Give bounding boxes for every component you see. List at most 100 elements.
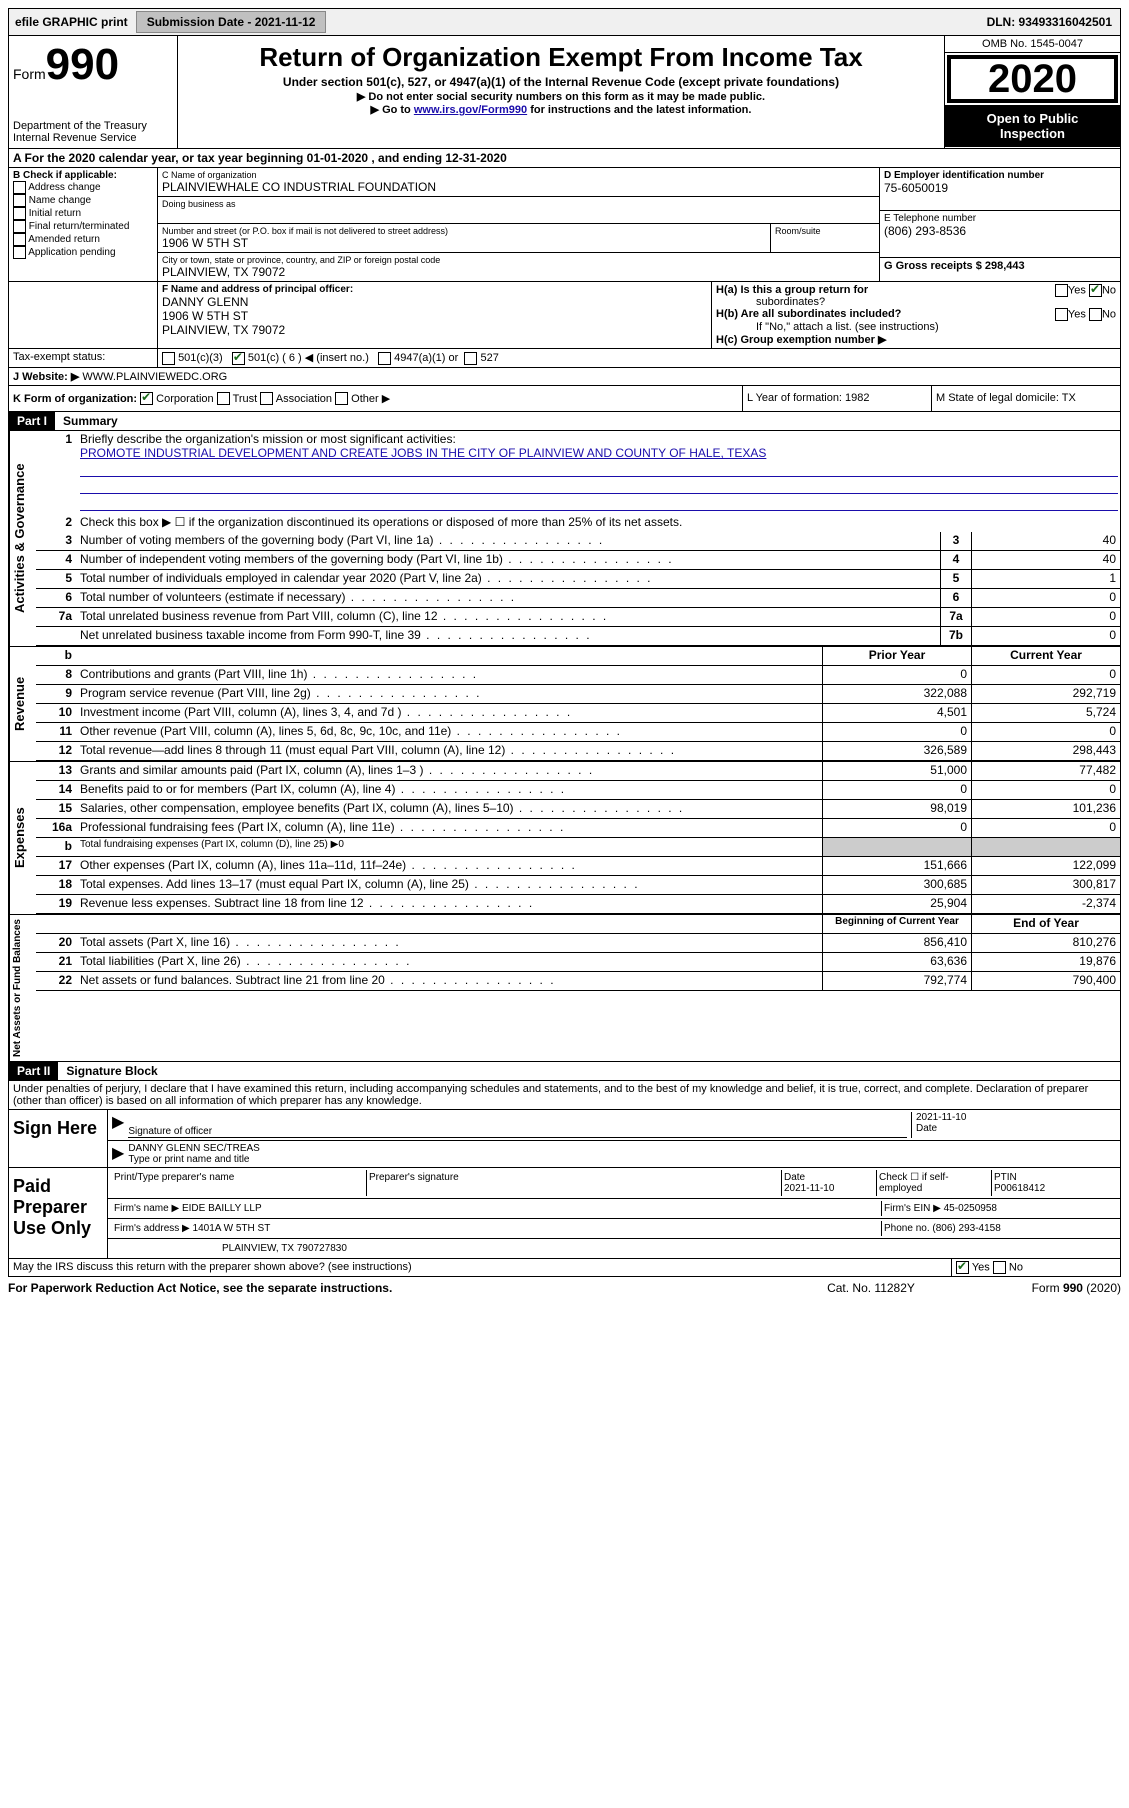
line2: Check this box ▶ ☐ if the organization d… — [78, 514, 1120, 532]
part2-title: Signature Block — [66, 1064, 157, 1078]
501c3-checkbox[interactable] — [162, 352, 175, 365]
sign-here-label: Sign Here — [9, 1110, 108, 1167]
addr: 1906 W 5TH ST — [162, 236, 766, 250]
firm-ein-label: Firm's EIN ▶ — [884, 1203, 941, 1214]
form-title: Return of Organization Exempt From Incom… — [182, 42, 940, 73]
discuss-yes-checkbox[interactable] — [956, 1261, 969, 1274]
hb-yes-checkbox[interactable] — [1055, 308, 1068, 321]
corporation-checkbox[interactable] — [140, 392, 153, 405]
final-return-checkbox[interactable] — [13, 220, 26, 233]
part1-expenses: Expenses 13Grants and similar amounts pa… — [8, 762, 1121, 915]
form-number: Form990 — [13, 40, 173, 90]
ha-no-checkbox[interactable] — [1089, 284, 1102, 297]
part2-header: Part II — [9, 1062, 58, 1080]
colhead-current: Current Year — [971, 647, 1120, 665]
instructions-link[interactable]: www.irs.gov/Form990 — [414, 104, 527, 116]
table-row: 14Benefits paid to or for members (Part … — [36, 781, 1120, 800]
klm-row: K Form of organization: Corporation Trus… — [8, 386, 1121, 413]
table-row: 9Program service revenue (Part VIII, lin… — [36, 685, 1120, 704]
part1-revenue: Revenue b Prior Year Current Year 8Contr… — [8, 647, 1121, 762]
form-subtitle: Under section 501(c), 527, or 4947(a)(1)… — [182, 75, 940, 89]
amended-return-checkbox[interactable] — [13, 233, 26, 246]
hb-label: H(b) Are all subordinates included? — [716, 308, 901, 320]
sig-name: DANNY GLENN SEC/TREAS — [128, 1143, 1112, 1154]
sig-date: 2021-11-10 — [916, 1112, 1116, 1123]
city-label: City or town, state or province, country… — [162, 255, 875, 265]
i-527: 527 — [480, 352, 498, 364]
association-checkbox[interactable] — [260, 392, 273, 405]
firm-phone: (806) 293-4158 — [932, 1223, 1000, 1234]
j-site: WWW.PLAINVIEWEDC.ORG — [82, 371, 227, 383]
table-row: 11Other revenue (Part VIII, column (A), … — [36, 723, 1120, 742]
b-item-0: Address change — [28, 182, 100, 193]
i-label: Tax-exempt status: — [9, 349, 158, 367]
other-checkbox[interactable] — [335, 392, 348, 405]
footer-left: For Paperwork Reduction Act Notice, see … — [8, 1281, 771, 1295]
i-4947: 4947(a)(1) or — [394, 352, 458, 364]
527-checkbox[interactable] — [464, 352, 477, 365]
table-row: 12Total revenue—add lines 8 through 11 (… — [36, 742, 1120, 761]
discuss-row: May the IRS discuss this return with the… — [8, 1259, 1121, 1277]
k-opt-1: Trust — [233, 393, 258, 405]
vlabel-expenses: Expenses — [9, 762, 36, 914]
table-row: 17Other expenses (Part IX, column (A), l… — [36, 857, 1120, 876]
fh-row: F Name and address of principal officer:… — [8, 282, 1121, 349]
line1-text: PROMOTE INDUSTRIAL DEVELOPMENT AND CREAT… — [80, 446, 766, 460]
section-f: F Name and address of principal officer:… — [158, 282, 712, 348]
colhead-begin: Beginning of Current Year — [822, 915, 971, 933]
table-row: 5Total number of individuals employed in… — [36, 570, 1120, 589]
prep-sig-label: Preparer's signature — [369, 1172, 779, 1183]
address-change-checkbox[interactable] — [13, 181, 26, 194]
submission-date-button[interactable]: Submission Date - 2021-11-12 — [136, 11, 327, 33]
section-c: C Name of organization PLAINVIEWHALE CO … — [158, 168, 880, 281]
discuss-no-checkbox[interactable] — [993, 1261, 1006, 1274]
bcd-row: B Check if applicable: Address change Na… — [8, 168, 1121, 282]
table-row: 16aProfessional fundraising fees (Part I… — [36, 819, 1120, 838]
form-label: Form — [13, 66, 46, 82]
part1-header-row: Part I Summary — [8, 412, 1121, 431]
table-row: 21Total liabilities (Part X, line 26)63,… — [36, 953, 1120, 972]
j-row: J Website: ▶ WWW.PLAINVIEWEDC.ORG — [8, 368, 1121, 386]
initial-return-checkbox[interactable] — [13, 207, 26, 220]
colhead-b: b — [36, 647, 78, 665]
ptin: P00618412 — [994, 1183, 1114, 1194]
period-row: A For the 2020 calendar year, or tax yea… — [8, 149, 1121, 168]
b-item-2: Initial return — [29, 208, 81, 219]
table-row: 10Investment income (Part VIII, column (… — [36, 704, 1120, 723]
inspection-line2: Inspection — [1000, 126, 1065, 141]
b-item-1: Name change — [29, 195, 91, 206]
footer-mid: Cat. No. 11282Y — [771, 1281, 971, 1295]
table-row: 8Contributions and grants (Part VIII, li… — [36, 666, 1120, 685]
ptin-label: PTIN — [994, 1172, 1114, 1183]
4947-checkbox[interactable] — [378, 352, 391, 365]
k-label: K Form of organization: — [13, 393, 137, 405]
colhead-end: End of Year — [971, 915, 1120, 933]
sign-here-section: Sign Here ▶ Signature of officer 2021-11… — [8, 1110, 1121, 1168]
firm-phone-label: Phone no. — [884, 1223, 930, 1234]
firm-ein: 45-0250958 — [944, 1203, 997, 1214]
section-deg: D Employer identification number 75-6050… — [880, 168, 1120, 281]
prep-date: 2021-11-10 — [784, 1183, 874, 1194]
section-h: H(a) Is this a group return for subordin… — [712, 282, 1120, 348]
firm-name: EIDE BAILLY LLP — [182, 1203, 262, 1214]
application-pending-checkbox[interactable] — [13, 246, 26, 259]
hb-no-checkbox[interactable] — [1089, 308, 1102, 321]
line1-label: Briefly describe the organization's miss… — [80, 432, 456, 446]
b-item-3: Final return/terminated — [29, 221, 130, 232]
k-opt-0: Corporation — [156, 393, 213, 405]
501c-checkbox[interactable] — [232, 352, 245, 365]
addr-label: Number and street (or P.O. box if mail i… — [162, 226, 766, 236]
part2-header-row: Part II Signature Block — [8, 1062, 1121, 1081]
ha-yes-checkbox[interactable] — [1055, 284, 1068, 297]
table-row: 3Number of voting members of the governi… — [36, 532, 1120, 551]
part1-header: Part I — [9, 412, 55, 430]
table-row: 13Grants and similar amounts paid (Part … — [36, 762, 1120, 781]
name-change-checkbox[interactable] — [13, 194, 26, 207]
arrow-icon-2: ▶ — [112, 1143, 124, 1165]
table-row: 19Revenue less expenses. Subtract line 1… — [36, 895, 1120, 914]
trust-checkbox[interactable] — [217, 392, 230, 405]
penalties-text: Under penalties of perjury, I declare th… — [8, 1081, 1121, 1110]
form-note1: ▶ Do not enter social security numbers o… — [182, 90, 940, 103]
c-name-label: C Name of organization — [162, 170, 875, 180]
hb-note: If "No," attach a list. (see instruction… — [756, 321, 1116, 333]
